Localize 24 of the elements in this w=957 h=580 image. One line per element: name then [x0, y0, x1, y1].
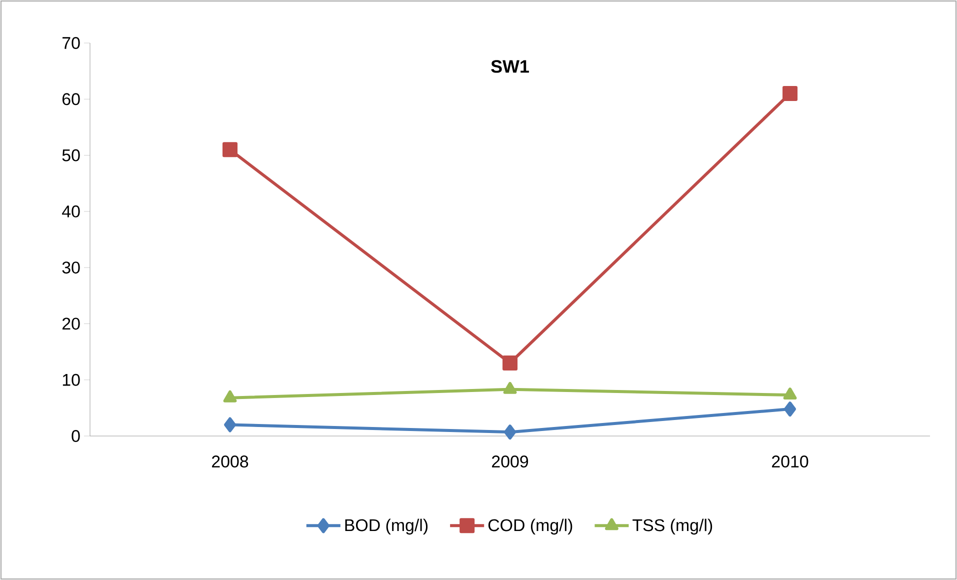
point: [222, 142, 238, 158]
y-tick-label: 0: [72, 430, 80, 442]
point: [782, 86, 798, 102]
x-tick-label: 2010: [772, 456, 808, 468]
y-tick-label: 70: [62, 37, 80, 50]
point: [784, 402, 796, 417]
y-tick-label: 60: [62, 93, 80, 106]
y-tick-label: 40: [62, 205, 80, 218]
legend-label: BOD (mg/l): [345, 518, 428, 535]
point: [223, 390, 237, 402]
point: [224, 417, 236, 432]
legend-label: COD (mg/l): [488, 518, 572, 535]
y-tick-label: 30: [62, 262, 80, 274]
x-tick-label: 2009: [492, 456, 528, 468]
point: [503, 382, 517, 394]
y-tick-label: 10: [62, 374, 80, 386]
legend-label: TSS (mg/l): [632, 518, 712, 535]
y-tick-label: 50: [62, 149, 80, 162]
text: SW1: [491, 60, 529, 73]
point: [502, 356, 518, 371]
point: [783, 388, 797, 400]
point: [504, 424, 516, 440]
x-tick-label: 2008: [212, 456, 248, 468]
y-tick-label: 20: [62, 318, 80, 330]
